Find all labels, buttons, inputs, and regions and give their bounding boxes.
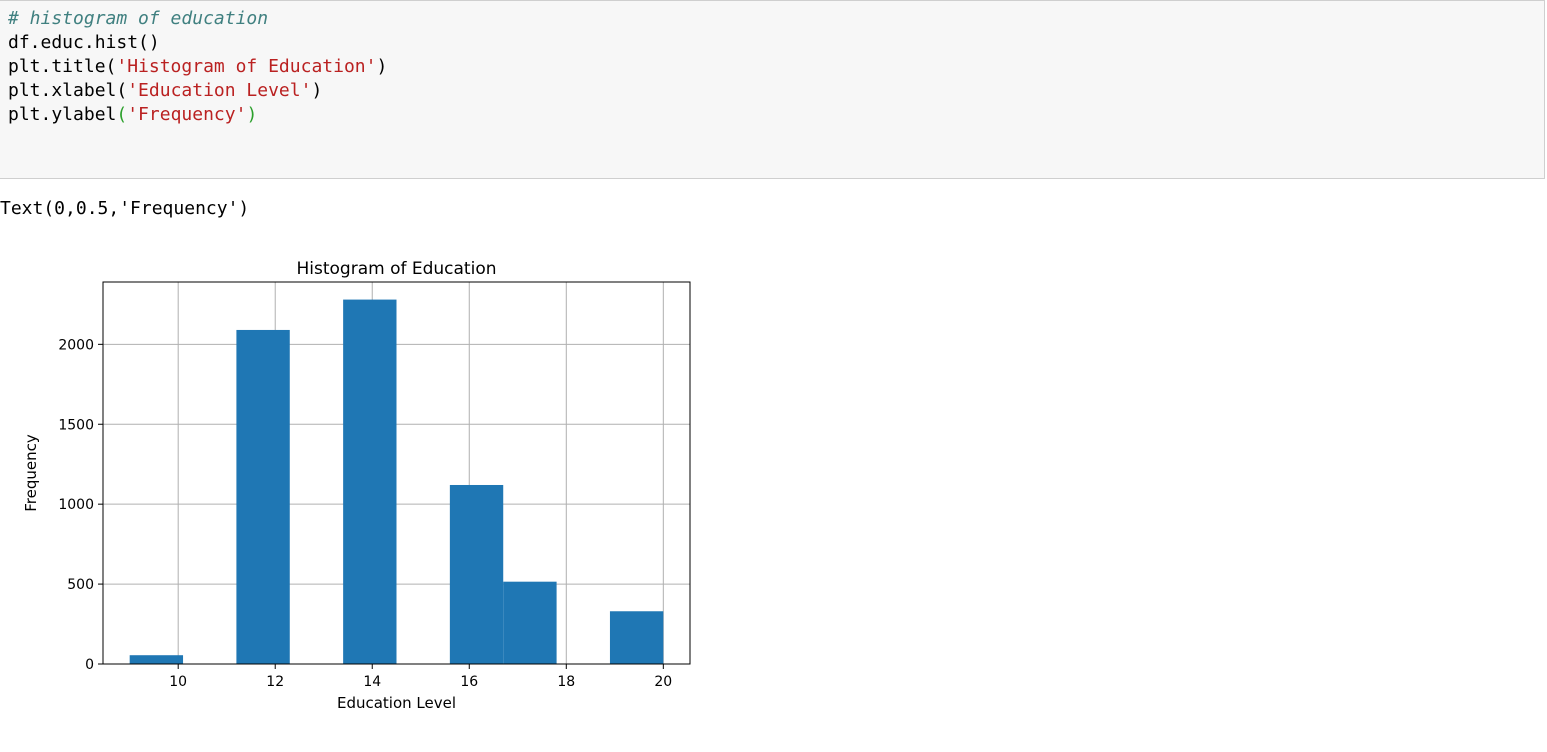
code-string: 'Histogram of Education' bbox=[116, 56, 377, 77]
bars-layer bbox=[129, 299, 664, 664]
histogram-bar bbox=[129, 655, 184, 664]
x-tick-label: 16 bbox=[460, 674, 478, 690]
code-text: plt.ylabel bbox=[8, 104, 117, 125]
y-tick-label: 0 bbox=[85, 657, 94, 673]
x-tick-label: 10 bbox=[169, 674, 187, 690]
histogram-bar bbox=[343, 299, 397, 664]
x-tick-label: 20 bbox=[654, 674, 672, 690]
code-string: 'Frequency' bbox=[127, 104, 247, 125]
x-tick-label: 18 bbox=[557, 674, 575, 690]
code-text: ) bbox=[376, 56, 388, 77]
x-tick-label: 12 bbox=[266, 674, 284, 690]
x-axis-title: Education Level bbox=[337, 694, 456, 712]
chart-title: Histogram of Education bbox=[296, 259, 496, 279]
y-tick-label: 1500 bbox=[58, 417, 94, 433]
code-text: plt.xlabel( bbox=[8, 80, 128, 101]
code-paren-highlight: ) bbox=[246, 104, 258, 125]
code-line-5: plt.ylabel('Frequency') bbox=[8, 103, 1536, 127]
histogram-bar bbox=[503, 581, 557, 664]
code-text: plt.title( bbox=[8, 56, 117, 77]
y-axis-title: Frequency bbox=[22, 434, 40, 512]
plot-frame bbox=[102, 281, 691, 665]
code-text: ) bbox=[311, 80, 323, 101]
code-line-4: plt.xlabel('Education Level') bbox=[8, 79, 1536, 103]
code-paren-highlight: ( bbox=[116, 104, 128, 125]
histogram-bar bbox=[609, 611, 664, 664]
code-string: 'Education Level' bbox=[127, 80, 312, 101]
code-cell[interactable]: # histogram of education df.educ.hist() … bbox=[0, 0, 1545, 179]
histogram-bar bbox=[449, 484, 504, 664]
histogram-bar bbox=[236, 329, 290, 664]
y-tick-label: 500 bbox=[67, 577, 94, 593]
code-comment: # histogram of education bbox=[8, 8, 269, 29]
code-line-3: plt.title('Histogram of Education') bbox=[8, 55, 1536, 79]
code-line-1: # histogram of education bbox=[8, 7, 1536, 31]
code-text: df.educ.hist() bbox=[8, 32, 160, 53]
x-tick-label: 14 bbox=[363, 674, 381, 690]
histogram-chart: 10 12 14 16 18 20 0 500 1000 1500 2000 Histogram o… bbox=[22, 259, 691, 712]
code-line-2: df.educ.hist() bbox=[8, 31, 1536, 55]
output-text: Text(0,0.5,'Frequency') bbox=[0, 198, 250, 219]
y-tick-label: 1000 bbox=[58, 497, 94, 513]
ticks-layer: 10 12 14 16 18 20 0 500 1000 1500 2000 bbox=[58, 337, 672, 690]
y-tick-label: 2000 bbox=[58, 337, 94, 353]
